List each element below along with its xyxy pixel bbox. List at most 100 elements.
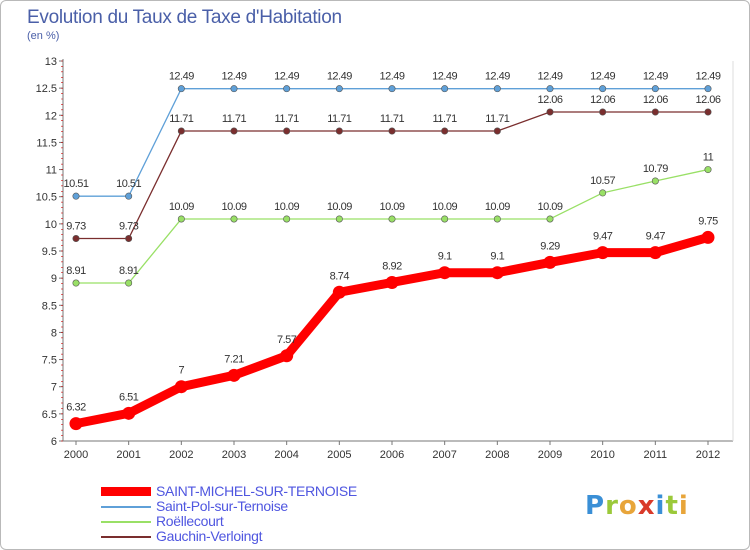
data-label: 12.06 — [643, 94, 668, 106]
legend-label-1: Saint-Pol-sur-Ternoise — [156, 498, 288, 514]
data-point — [69, 417, 83, 431]
data-label: 10.09 — [379, 201, 404, 213]
data-label: 12.49 — [221, 71, 246, 83]
y-tick-label: 8.5 — [42, 300, 57, 312]
data-label: 6.51 — [119, 391, 139, 403]
data-point — [599, 189, 607, 197]
data-label: 12.06 — [590, 94, 615, 106]
data-label: 11.71 — [485, 113, 510, 125]
legend-label-3: Gauchin-Verloingt — [156, 528, 263, 544]
data-point — [704, 108, 712, 116]
data-point — [230, 215, 238, 223]
data-point — [441, 85, 449, 93]
data-point — [546, 85, 554, 93]
data-label: 8.91 — [66, 265, 86, 277]
data-label: 11.71 — [222, 113, 247, 125]
data-point — [332, 285, 346, 299]
data-point — [493, 85, 501, 93]
chart-subtitle: (en %) — [27, 30, 60, 42]
data-point — [125, 192, 133, 200]
data-label: 12.49 — [432, 71, 457, 83]
data-point — [648, 246, 662, 260]
logo-letter: t — [665, 491, 679, 521]
data-point — [546, 215, 554, 223]
data-label: 11.71 — [169, 113, 194, 125]
y-tick-label: 6.5 — [42, 409, 57, 421]
y-tick-label: 8 — [51, 327, 57, 339]
data-point — [546, 108, 554, 116]
data-point — [651, 108, 659, 116]
data-point — [388, 215, 396, 223]
data-label: 7.21 — [224, 353, 244, 365]
data-point — [125, 279, 133, 287]
data-label: 12.49 — [643, 71, 668, 83]
x-tick-label: 2006 — [380, 449, 404, 461]
x-tick-label: 2012 — [696, 449, 720, 461]
proxiti-logo: Proxiti — [585, 491, 689, 521]
data-label: 9.29 — [540, 240, 560, 252]
y-tick-label: 13 — [45, 56, 57, 68]
data-label: 11.71 — [380, 113, 405, 125]
logo-letter: i — [655, 491, 666, 521]
x-tick-label: 2003 — [222, 449, 246, 461]
data-point — [543, 255, 557, 269]
data-point — [177, 127, 185, 135]
data-point — [227, 368, 241, 382]
y-tick-label: 7.5 — [42, 355, 57, 367]
data-label: 9.1 — [490, 251, 504, 263]
data-label: 9.47 — [593, 231, 613, 243]
data-label: 10.51 — [63, 178, 88, 190]
data-label: 8.74 — [330, 270, 350, 282]
x-tick-label: 2007 — [432, 449, 456, 461]
data-point — [125, 235, 133, 243]
logo-letter: i — [678, 491, 689, 521]
legend-swatch-2 — [101, 521, 151, 523]
data-point — [122, 406, 136, 420]
data-label: 6.32 — [66, 402, 86, 414]
data-label: 11.71 — [275, 113, 300, 125]
data-point — [283, 215, 291, 223]
data-label: 9.73 — [119, 221, 139, 233]
logo-letter: P — [585, 491, 606, 521]
data-label: 12.06 — [695, 94, 720, 106]
logo-letter: o — [618, 491, 638, 521]
x-tick-label: 2011 — [644, 449, 668, 461]
data-point — [174, 380, 188, 394]
data-label: 9.75 — [698, 215, 718, 227]
data-point — [283, 85, 291, 93]
y-tick-label: 7 — [51, 382, 57, 394]
x-tick-label: 2004 — [274, 449, 298, 461]
data-point — [335, 127, 343, 135]
data-point — [230, 85, 238, 93]
logo-letter: r — [605, 491, 619, 521]
x-tick-label: 2005 — [327, 449, 351, 461]
data-point — [701, 230, 715, 244]
data-label: 8.91 — [119, 265, 139, 277]
data-point — [704, 166, 712, 174]
data-label: 9.73 — [66, 221, 86, 233]
x-tick-label: 2001 — [116, 449, 140, 461]
data-point — [493, 127, 501, 135]
data-point — [438, 266, 452, 280]
legend-label-0: SAINT-MICHEL-SUR-TERNOISE — [156, 483, 357, 499]
data-point — [177, 85, 185, 93]
data-point — [441, 215, 449, 223]
legend-label-2: Roëllecourt — [156, 513, 224, 529]
data-label: 11.71 — [433, 113, 458, 125]
data-point — [388, 127, 396, 135]
data-point — [230, 127, 238, 135]
chart-title: Evolution du Taux de Taxe d'Habitation — [27, 7, 342, 28]
data-point — [177, 215, 185, 223]
data-label: 7 — [179, 365, 185, 377]
data-label: 12.49 — [274, 71, 299, 83]
data-label: 10.51 — [116, 178, 141, 190]
data-point — [599, 85, 607, 93]
legend-swatch-0 — [101, 487, 151, 496]
data-point — [72, 192, 80, 200]
x-tick-label: 2010 — [590, 449, 614, 461]
legend-swatch-3 — [101, 536, 151, 538]
x-tick-label: 2002 — [169, 449, 193, 461]
data-label: 12.49 — [695, 71, 720, 83]
